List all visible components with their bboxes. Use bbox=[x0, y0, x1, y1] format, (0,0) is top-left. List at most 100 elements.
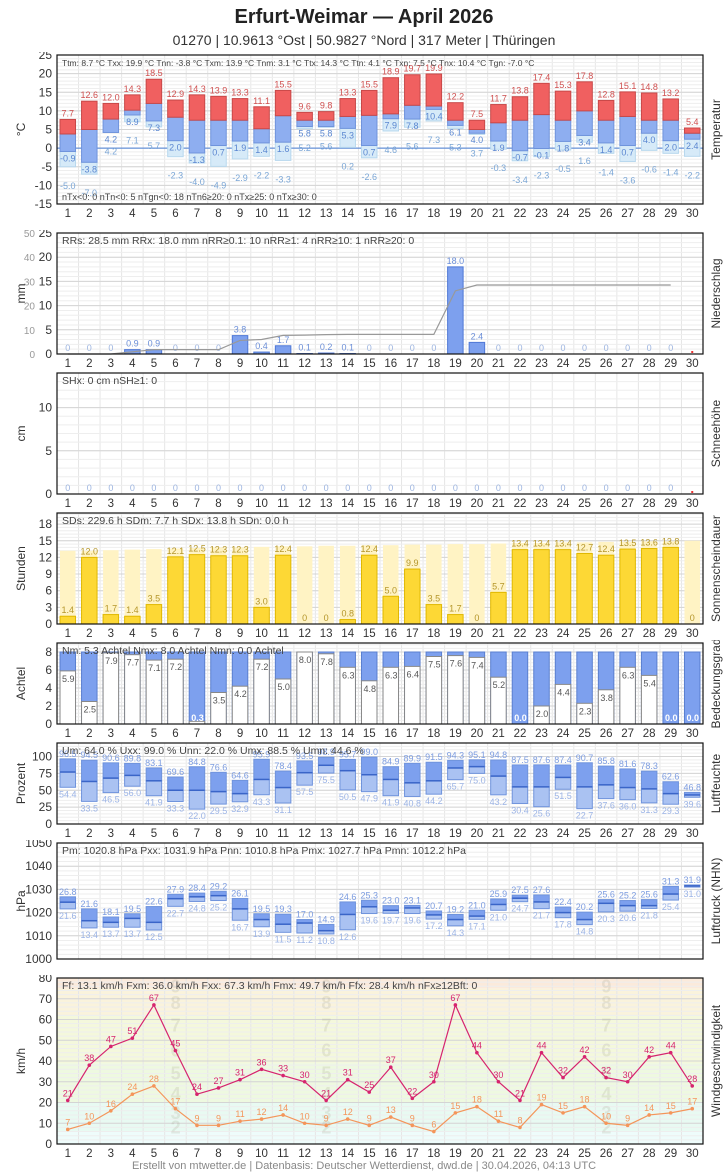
svg-text:13: 13 bbox=[320, 628, 333, 640]
svg-text:37: 37 bbox=[386, 1055, 396, 1065]
stats-summary: Um: 64.0 % Uxx: 99.0 % Unn: 22.0 % Umx: … bbox=[62, 745, 364, 757]
y-tick-label: 20 bbox=[39, 67, 53, 81]
svg-text:7.8: 7.8 bbox=[406, 121, 419, 131]
svg-text:10: 10 bbox=[255, 1148, 268, 1160]
svg-text:1.7: 1.7 bbox=[105, 604, 118, 614]
svg-text:11: 11 bbox=[277, 1148, 289, 1160]
y-axis-label: °C bbox=[14, 122, 28, 136]
svg-text:24: 24 bbox=[127, 1082, 137, 1092]
cloud-cover-chart: 8 6 4 2 0 5.9 2.5 7.9 7.7 7.1 7.2 0.3 3.5 4.2 7.2 5.0 8.… bbox=[0, 640, 728, 740]
svg-text:11: 11 bbox=[277, 358, 289, 370]
svg-text:7: 7 bbox=[194, 498, 200, 510]
svg-text:14: 14 bbox=[341, 728, 354, 740]
svg-text:29: 29 bbox=[664, 1148, 677, 1160]
svg-text:94.3: 94.3 bbox=[447, 750, 465, 760]
svg-text:25: 25 bbox=[578, 828, 591, 840]
y-tick-label: 3 bbox=[45, 600, 52, 614]
svg-text:2.0: 2.0 bbox=[664, 143, 677, 153]
svg-text:15: 15 bbox=[363, 1148, 376, 1160]
svg-text:30: 30 bbox=[686, 828, 699, 840]
svg-text:7.5: 7.5 bbox=[428, 660, 441, 670]
svg-text:17.8: 17.8 bbox=[554, 920, 572, 930]
svg-text:84.9: 84.9 bbox=[382, 757, 400, 767]
temperature-chart: 25 20 15 10 5 0 -5 -10 -15 7.7 -0.9 -5.0 12.6 -3.8 -7.… bbox=[0, 52, 728, 220]
svg-text:12.6: 12.6 bbox=[339, 932, 357, 942]
svg-text:8: 8 bbox=[171, 993, 181, 1013]
svg-text:0: 0 bbox=[582, 483, 587, 493]
svg-text:22.6: 22.6 bbox=[145, 897, 163, 907]
svg-text:5: 5 bbox=[171, 1063, 181, 1083]
svg-text:21.6: 21.6 bbox=[81, 899, 99, 909]
y-tick-label: 10 bbox=[39, 104, 53, 118]
svg-text:3: 3 bbox=[108, 358, 114, 370]
svg-text:78.4: 78.4 bbox=[274, 761, 292, 771]
svg-text:14.3: 14.3 bbox=[447, 928, 465, 938]
svg-text:83.1: 83.1 bbox=[145, 758, 163, 768]
svg-text:41.9: 41.9 bbox=[145, 798, 163, 808]
svg-text:51.5: 51.5 bbox=[554, 791, 572, 801]
svg-text:30: 30 bbox=[429, 1070, 439, 1080]
svg-text:18: 18 bbox=[427, 628, 440, 640]
svg-text:-0.5: -0.5 bbox=[555, 164, 571, 174]
svg-text:6: 6 bbox=[172, 208, 178, 220]
svg-text:31.0: 31.0 bbox=[683, 889, 701, 899]
svg-text:24: 24 bbox=[557, 1148, 570, 1160]
svg-text:15.1: 15.1 bbox=[619, 81, 637, 91]
svg-text:27.9: 27.9 bbox=[167, 884, 185, 894]
svg-text:27: 27 bbox=[621, 358, 634, 370]
svg-text:28.4: 28.4 bbox=[188, 883, 206, 893]
panel-title: Temperatur bbox=[709, 99, 723, 160]
y-tick-label: 1050 bbox=[25, 840, 52, 850]
svg-text:12: 12 bbox=[298, 208, 311, 220]
y-tick-label: 100 bbox=[32, 750, 52, 764]
svg-text:7.5: 7.5 bbox=[471, 109, 484, 119]
svg-text:46.8: 46.8 bbox=[683, 782, 701, 792]
svg-text:0: 0 bbox=[647, 483, 652, 493]
svg-text:26: 26 bbox=[600, 208, 613, 220]
y-tick-label: 0 bbox=[45, 617, 52, 631]
svg-text:1.4: 1.4 bbox=[126, 605, 139, 615]
svg-text:42: 42 bbox=[644, 1045, 654, 1055]
svg-text:9.9: 9.9 bbox=[406, 558, 419, 568]
svg-text:18.9: 18.9 bbox=[382, 67, 400, 77]
svg-text:67: 67 bbox=[149, 993, 159, 1003]
svg-text:50: 50 bbox=[24, 230, 36, 240]
panel-title: Luftfeuchte bbox=[709, 753, 723, 813]
svg-text:3: 3 bbox=[108, 728, 114, 740]
svg-text:7.7: 7.7 bbox=[62, 108, 75, 118]
svg-text:17: 17 bbox=[406, 1148, 419, 1160]
svg-text:7: 7 bbox=[194, 1148, 200, 1160]
svg-text:18: 18 bbox=[427, 208, 440, 220]
svg-text:19: 19 bbox=[449, 208, 462, 220]
svg-text:6: 6 bbox=[172, 828, 178, 840]
svg-text:19.5: 19.5 bbox=[253, 904, 271, 914]
svg-text:69.6: 69.6 bbox=[167, 767, 185, 777]
y-tick-label: 25 bbox=[39, 800, 53, 814]
svg-text:16: 16 bbox=[384, 498, 397, 510]
y-tick-label: 15 bbox=[39, 274, 53, 288]
svg-text:25: 25 bbox=[578, 208, 591, 220]
svg-text:3: 3 bbox=[171, 1103, 181, 1123]
svg-text:17: 17 bbox=[406, 628, 419, 640]
svg-text:13: 13 bbox=[320, 498, 333, 510]
svg-text:0: 0 bbox=[238, 483, 243, 493]
svg-text:47: 47 bbox=[106, 1034, 116, 1044]
svg-text:-2.3: -2.3 bbox=[534, 171, 550, 181]
svg-text:22: 22 bbox=[514, 498, 527, 510]
svg-text:1.6: 1.6 bbox=[578, 156, 591, 166]
svg-text:27: 27 bbox=[621, 208, 634, 220]
svg-text:0: 0 bbox=[345, 483, 350, 493]
svg-text:14.3: 14.3 bbox=[188, 84, 206, 94]
svg-text:4: 4 bbox=[321, 1084, 331, 1104]
svg-text:3: 3 bbox=[601, 1103, 611, 1123]
svg-text:28: 28 bbox=[643, 828, 656, 840]
svg-text:23: 23 bbox=[535, 1148, 548, 1160]
panel-title: Schneehöhe bbox=[709, 399, 723, 467]
svg-text:4.4: 4.4 bbox=[557, 687, 570, 697]
svg-text:13: 13 bbox=[320, 728, 333, 740]
svg-text:14.8: 14.8 bbox=[640, 82, 658, 92]
svg-text:12.6: 12.6 bbox=[81, 90, 99, 100]
svg-text:44.2: 44.2 bbox=[425, 796, 443, 806]
svg-text:28: 28 bbox=[643, 498, 656, 510]
svg-text:30: 30 bbox=[686, 1148, 699, 1160]
